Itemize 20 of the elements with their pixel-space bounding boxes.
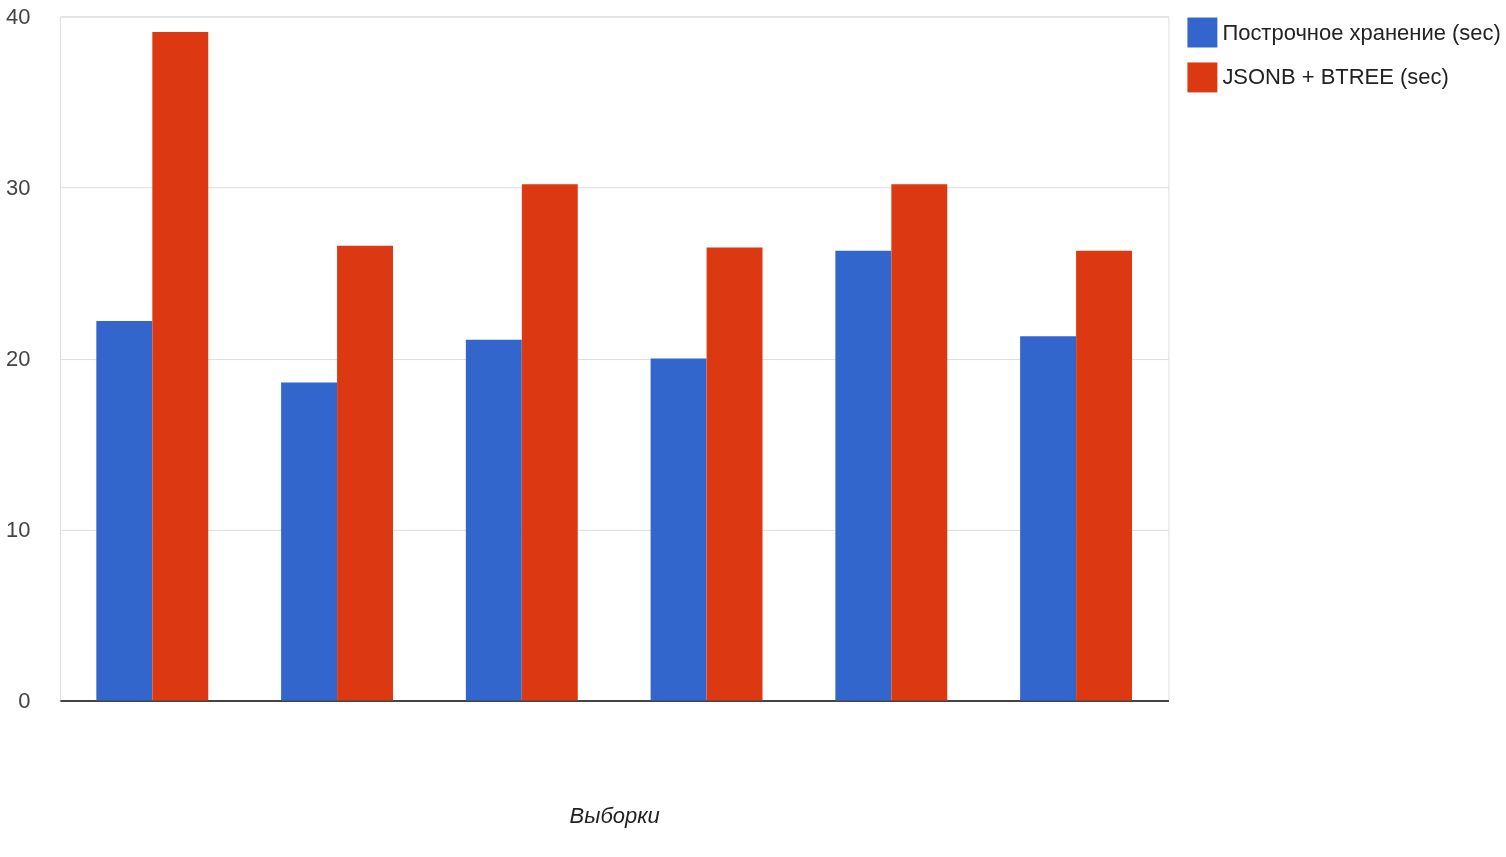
y-tick-label: 40 [6,4,31,30]
y-tick-label: 10 [6,517,31,543]
bar [521,184,578,701]
y-tick-label: 30 [6,175,31,201]
bar [281,382,338,701]
bar [96,320,153,701]
bar [650,358,707,701]
bar [1020,336,1077,701]
bar [891,184,948,701]
bar [1076,250,1133,701]
bar [337,245,394,701]
legend-label: Построчное хранение (sec) [1222,19,1501,45]
bar [835,250,892,701]
legend-label: JSONB + BTREE (sec) [1222,64,1449,90]
bar [465,339,522,701]
bar [152,31,209,701]
y-tick-label: 0 [18,688,31,714]
y-tick-label: 20 [6,346,31,372]
bar [706,247,763,701]
x-axis-title: Выборки [569,802,660,828]
